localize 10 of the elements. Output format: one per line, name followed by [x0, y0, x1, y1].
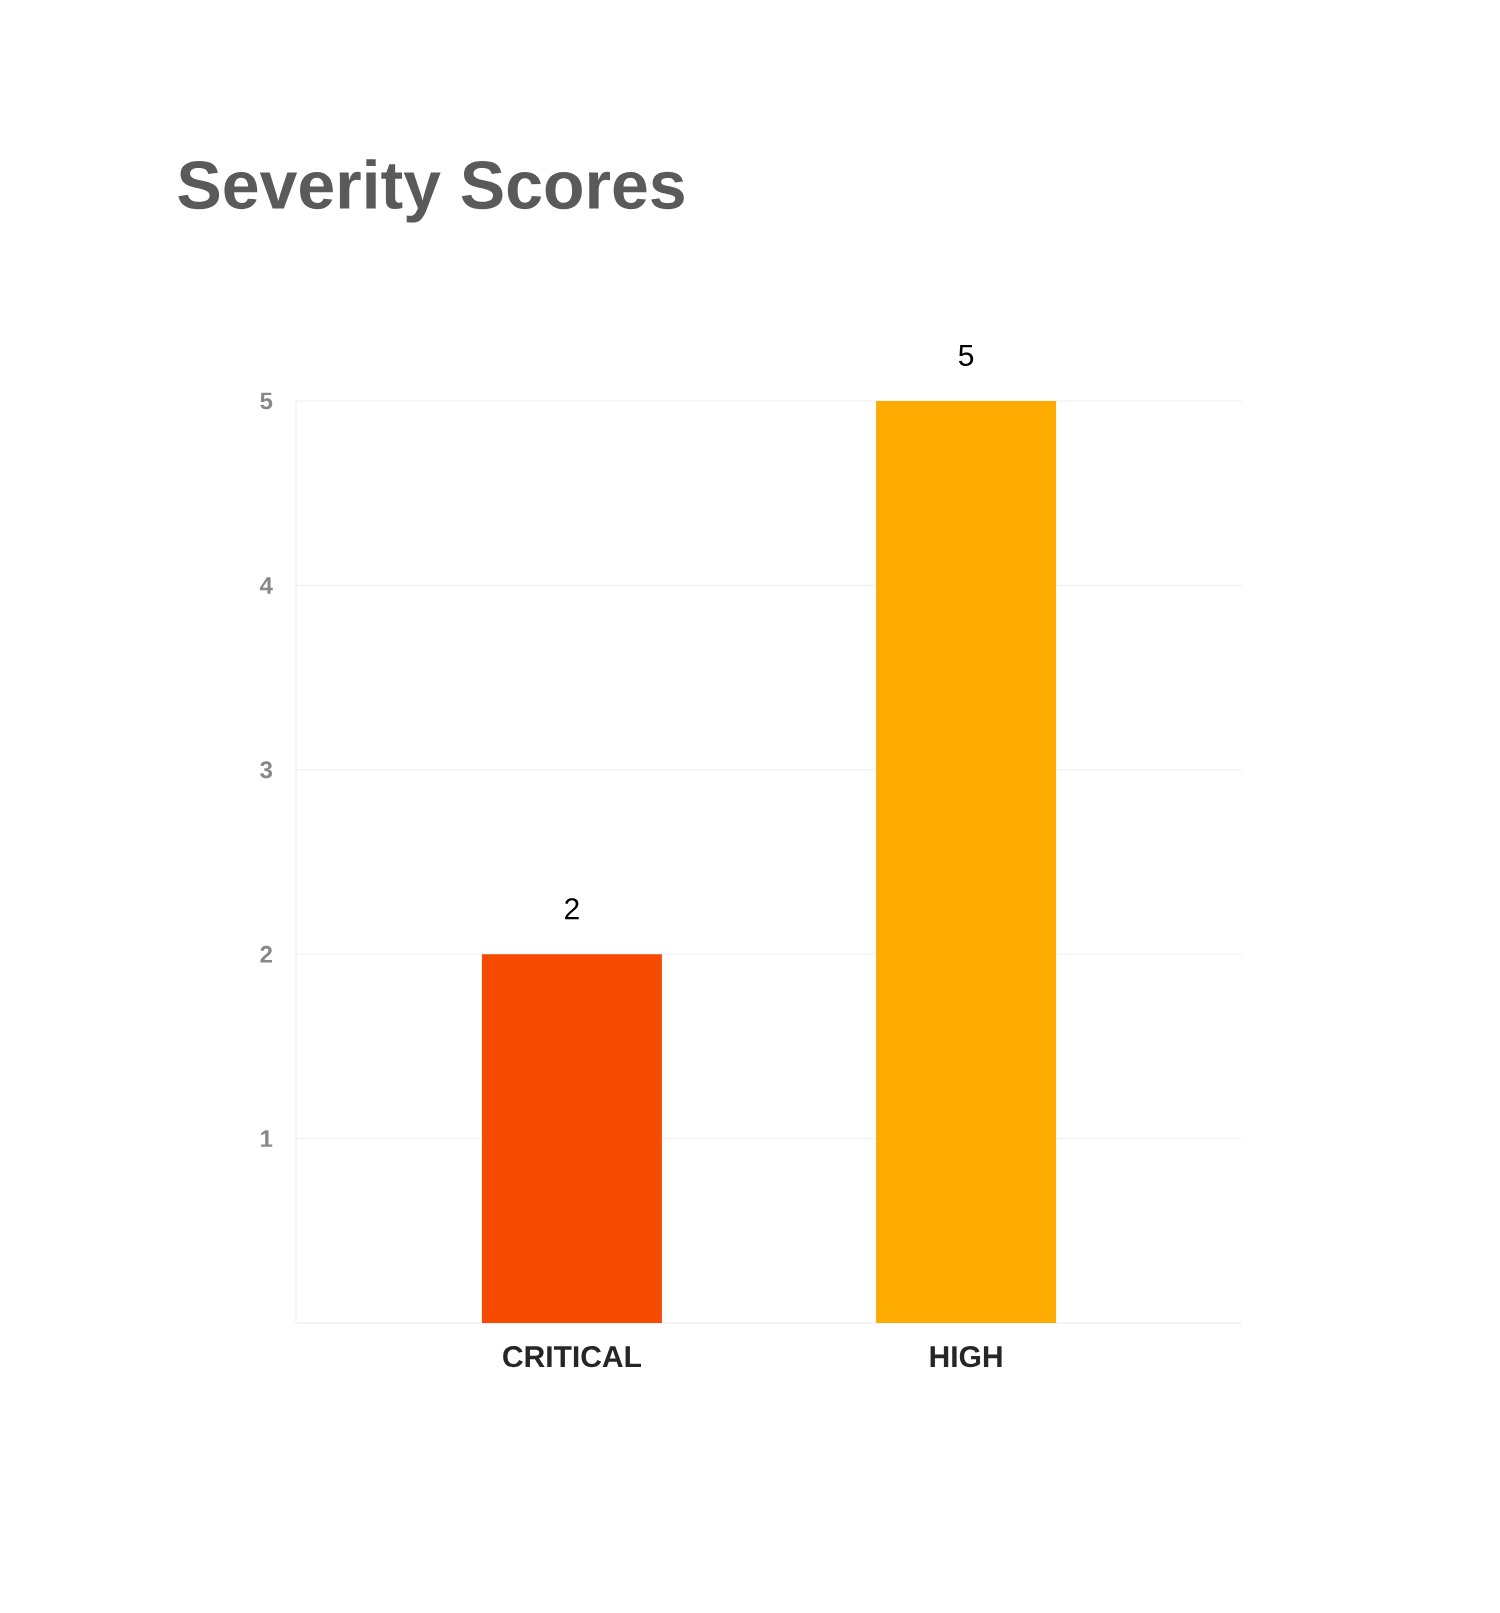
y-tick-label: 1: [261, 1130, 273, 1147]
data-label: 5: [958, 345, 974, 366]
y-tick-label: 5: [260, 392, 273, 410]
y-tick-label: 4: [259, 577, 273, 594]
chart-title: Severity Scores: [178, 159, 684, 223]
x-tick-label: HIGH: [930, 1346, 1002, 1368]
x-tick-label: CRITICAL: [503, 1346, 641, 1368]
y-tick-label: 2: [260, 945, 272, 963]
y-tick-label: 3: [260, 761, 273, 779]
data-label: 2: [565, 898, 579, 920]
